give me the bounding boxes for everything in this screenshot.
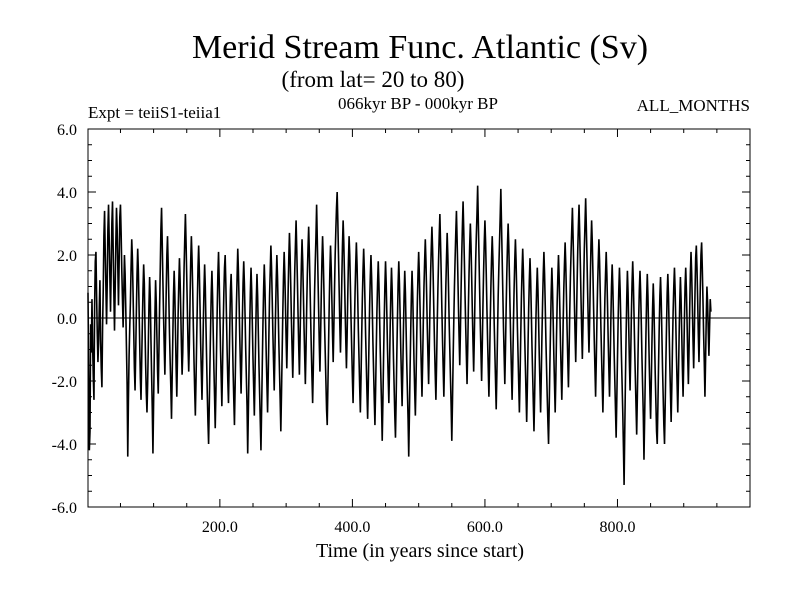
x-tick-label: 200.0 — [202, 519, 238, 536]
y-tick-label: -6.0 — [52, 500, 77, 517]
chart-title: Merid Stream Func. Atlantic (Sv) — [192, 29, 648, 66]
y-tick-label: -2.0 — [52, 374, 77, 391]
y-tick-label: -4.0 — [52, 437, 77, 454]
series-line — [87, 185, 712, 485]
y-axis: 6.0 4.0 2.0 0.0 -2.0 -4.0 -6.0 — [52, 122, 750, 517]
x-tick-label: 600.0 — [467, 519, 503, 536]
months-label: ALL_MONTHS — [637, 96, 750, 115]
y-tick-label: 4.0 — [57, 185, 77, 202]
x-axis-label: Time (in years since start) — [316, 540, 524, 562]
period-label: 066kyr BP - 000kyr BP — [338, 94, 498, 113]
plot-area: 6.0 4.0 2.0 0.0 -2.0 -4.0 -6.0 200.0 400.0 600.0… — [52, 122, 751, 536]
x-tick-label: 400.0 — [334, 519, 370, 536]
y-tick-label: 0.0 — [57, 311, 77, 328]
chart-subtitle: (from lat= 20 to 80) — [282, 67, 465, 92]
experiment-label: Expt = teiiS1-teiia1 — [88, 103, 221, 122]
x-tick-label: 800.0 — [599, 519, 635, 536]
y-tick-label: 2.0 — [57, 248, 77, 265]
x-axis: 200.0 400.0 600.0 800.0 — [119, 129, 718, 536]
y-tick-label: 6.0 — [57, 122, 77, 139]
